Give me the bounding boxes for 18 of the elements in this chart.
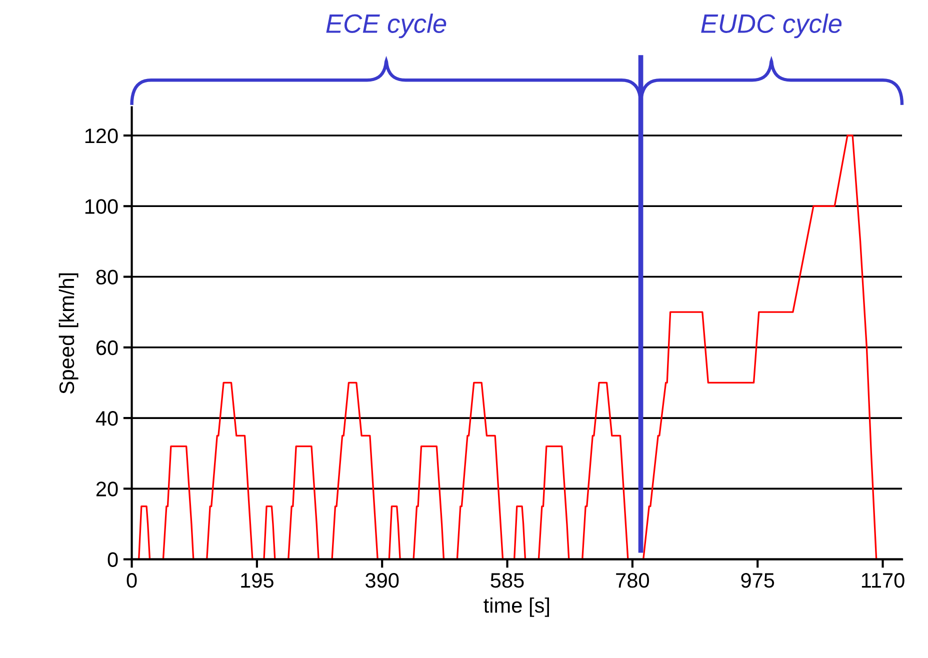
text: EUDC cycle: [701, 14, 842, 38]
y-tick-label: 100: [85, 199, 118, 214]
y-tick-label: 60: [96, 340, 118, 356]
y-tick-label: 40: [96, 411, 118, 426]
x-tick-label: 195: [241, 573, 274, 588]
x-tick-label: 780: [616, 573, 649, 588]
y-tick-label: 120: [85, 128, 118, 144]
x-tick-label: 1170: [862, 573, 904, 588]
x-tick-label: 585: [490, 573, 524, 588]
x-tick-label: 975: [741, 573, 774, 588]
x-axis-title: time [s]: [484, 597, 549, 617]
text: ECE cycle: [326, 14, 446, 38]
y-tick-label: 80: [96, 270, 118, 285]
x-tick-label: 390: [366, 573, 399, 588]
x-tick-label: 0: [126, 573, 137, 588]
y-tick-label: 20: [96, 482, 118, 496]
y-tick-label: 0: [108, 552, 118, 568]
y-axis-title: Speed [km/h]: [58, 273, 78, 394]
